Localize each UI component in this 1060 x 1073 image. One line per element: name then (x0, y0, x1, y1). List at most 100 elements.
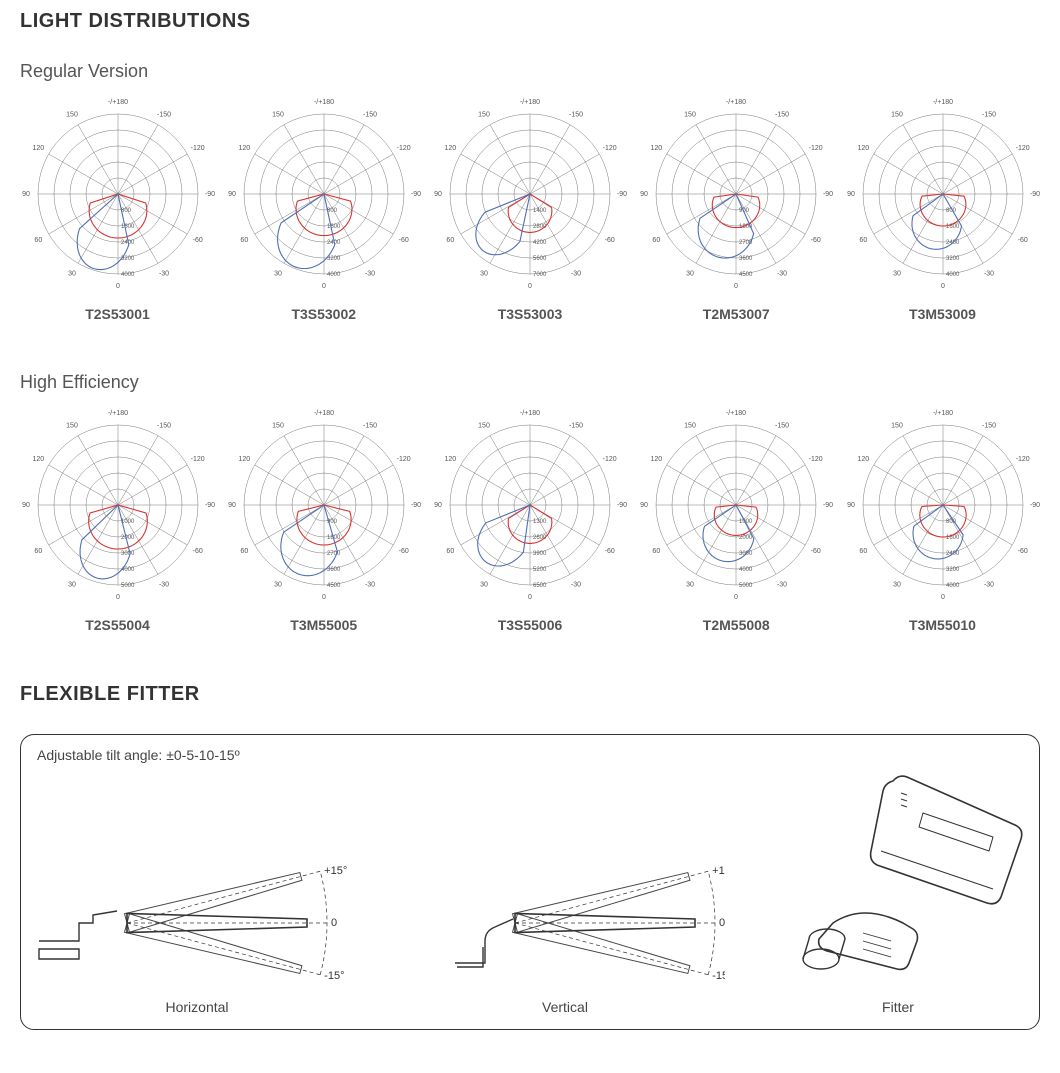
svg-text:2000: 2000 (121, 535, 135, 541)
svg-text:3600: 3600 (739, 256, 753, 262)
chart-label: T2M55008 (703, 617, 770, 633)
svg-text:3200: 3200 (327, 256, 341, 262)
svg-text:0: 0 (528, 283, 532, 290)
svg-text:30: 30 (68, 582, 76, 589)
svg-text:+15°: +15° (324, 865, 347, 877)
svg-text:-150: -150 (363, 111, 377, 118)
svg-text:-15°: -15° (712, 970, 725, 982)
svg-text:6500: 6500 (533, 583, 547, 589)
svg-text:-90: -90 (1029, 191, 1039, 198)
svg-text:0: 0 (322, 283, 326, 290)
svg-text:-30: -30 (158, 582, 168, 589)
svg-text:1600: 1600 (327, 224, 341, 230)
svg-text:3200: 3200 (946, 256, 960, 262)
svg-text:-30: -30 (158, 271, 168, 278)
svg-text:7000: 7000 (533, 272, 547, 278)
svg-text:90: 90 (228, 502, 236, 509)
svg-text:0: 0 (719, 917, 725, 929)
svg-text:120: 120 (651, 145, 663, 152)
svg-text:60: 60 (446, 237, 454, 244)
chart-label: T2S53001 (85, 306, 150, 322)
svg-text:0: 0 (941, 594, 945, 601)
svg-text:0: 0 (734, 594, 738, 601)
svg-text:4200: 4200 (533, 240, 547, 246)
svg-text:90: 90 (228, 191, 236, 198)
svg-text:3000: 3000 (121, 551, 135, 557)
svg-text:60: 60 (34, 237, 42, 244)
svg-text:120: 120 (238, 456, 250, 463)
svg-text:-60: -60 (192, 548, 202, 555)
svg-text:1600: 1600 (121, 224, 135, 230)
svg-text:30: 30 (686, 271, 694, 278)
svg-text:5600: 5600 (533, 256, 547, 262)
polar-chart: 0306090120150-/+180-30-60-90-120-1509001… (226, 407, 421, 633)
svg-text:150: 150 (478, 111, 490, 118)
polar-chart: 0306090120150-/+180-30-60-90-120-1508001… (845, 96, 1040, 322)
svg-text:2700: 2700 (327, 551, 341, 557)
section-title-light: LIGHT DISTRIBUTIONS (20, 10, 1040, 33)
svg-text:-120: -120 (603, 145, 617, 152)
svg-text:-120: -120 (190, 456, 204, 463)
svg-text:150: 150 (66, 111, 78, 118)
fitter-note: Adjustable tilt angle: ±0-5-10-15º (37, 747, 1023, 763)
chart-label: T3M53009 (909, 306, 976, 322)
svg-text:60: 60 (653, 548, 661, 555)
fitter-box: Adjustable tilt angle: ±0-5-10-15º +15° 0… (20, 734, 1040, 1030)
polar-chart: 0306090120150-/+180-30-60-90-120-1501300… (433, 407, 628, 633)
chart-label: T3M55005 (290, 617, 357, 633)
svg-text:-30: -30 (983, 582, 993, 589)
svg-text:60: 60 (446, 548, 454, 555)
svg-text:-60: -60 (811, 237, 821, 244)
svg-text:-/+180: -/+180 (314, 410, 334, 417)
svg-text:3900: 3900 (533, 551, 547, 557)
svg-text:-30: -30 (365, 582, 375, 589)
svg-text:-/+180: -/+180 (107, 410, 127, 417)
svg-text:5200: 5200 (533, 567, 547, 573)
svg-text:-60: -60 (398, 237, 408, 244)
svg-text:-90: -90 (204, 191, 214, 198)
svg-text:120: 120 (857, 456, 869, 463)
chart-label: T3S55006 (498, 617, 563, 633)
chart-label: T3M55010 (909, 617, 976, 633)
svg-text:-30: -30 (571, 582, 581, 589)
svg-text:60: 60 (859, 548, 867, 555)
chart-label: T2M53007 (703, 306, 770, 322)
svg-text:4000: 4000 (121, 272, 135, 278)
svg-text:5000: 5000 (121, 583, 135, 589)
svg-text:5000: 5000 (739, 583, 753, 589)
fitter-panel: +15°0-15°Vertical (405, 803, 725, 1015)
svg-text:1400: 1400 (533, 208, 547, 214)
svg-text:4000: 4000 (739, 567, 753, 573)
svg-text:150: 150 (272, 111, 284, 118)
svg-text:60: 60 (653, 237, 661, 244)
svg-text:-120: -120 (1015, 456, 1029, 463)
svg-text:60: 60 (34, 548, 42, 555)
svg-text:90: 90 (847, 502, 855, 509)
svg-text:3200: 3200 (946, 567, 960, 573)
subsection-title: High Efficiency (20, 372, 1040, 393)
svg-text:2000: 2000 (739, 535, 753, 541)
svg-text:0: 0 (941, 283, 945, 290)
svg-text:-120: -120 (190, 145, 204, 152)
svg-text:-/+180: -/+180 (520, 410, 540, 417)
polar-chart: 0306090120150-/+180-30-60-90-120-1508001… (20, 96, 215, 322)
svg-text:-60: -60 (1017, 237, 1027, 244)
svg-text:150: 150 (684, 422, 696, 429)
svg-text:90: 90 (434, 191, 442, 198)
svg-text:4000: 4000 (327, 272, 341, 278)
svg-text:30: 30 (480, 582, 488, 589)
fitter-panel-label: Fitter (882, 999, 914, 1015)
polar-chart: 0306090120150-/+180-30-60-90-120-1501000… (639, 407, 834, 633)
svg-text:0: 0 (528, 594, 532, 601)
svg-text:120: 120 (857, 145, 869, 152)
svg-text:30: 30 (893, 271, 901, 278)
svg-text:-120: -120 (396, 145, 410, 152)
svg-text:-90: -90 (1029, 502, 1039, 509)
svg-text:150: 150 (891, 422, 903, 429)
svg-text:-30: -30 (571, 271, 581, 278)
chart-label: T3S53003 (498, 306, 563, 322)
svg-text:4500: 4500 (327, 583, 341, 589)
fitter-panel-label: Horizontal (165, 999, 228, 1015)
svg-text:-60: -60 (398, 548, 408, 555)
svg-text:-120: -120 (1015, 145, 1029, 152)
